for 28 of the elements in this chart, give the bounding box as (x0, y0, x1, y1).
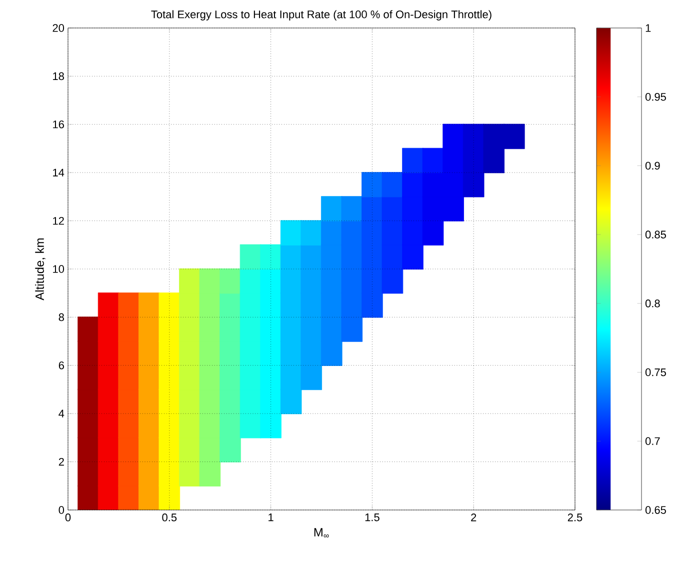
x-tick-label: 1 (268, 514, 274, 522)
color-bar-label: 0.65 (645, 506, 666, 514)
y-tick-label: 6 (58, 362, 64, 370)
y-tick-label: 10 (53, 265, 64, 273)
y-tick-label: 2 (58, 458, 64, 466)
x-tick-label: 0 (65, 514, 71, 522)
y-tick-label: 18 (53, 72, 64, 80)
x-tick-label: 2.5 (568, 514, 582, 522)
color-bar-label: 0.85 (645, 230, 666, 238)
y-tick-label: 16 (53, 120, 64, 128)
y-tick-label: 14 (53, 168, 64, 176)
color-bar-label: 0.9 (645, 162, 660, 170)
y-tick-label: 0 (58, 506, 64, 514)
y-tick-label: 4 (58, 410, 64, 418)
color-bar-label: 0.8 (645, 300, 660, 308)
y-tick-label: 20 (52, 24, 64, 32)
color-bar-label: 0.75 (645, 368, 666, 376)
x-tick-label: 2 (471, 514, 476, 522)
color-bar-label: 0.95 (645, 92, 666, 101)
color-bar-label: 1 (646, 24, 651, 32)
y-tick-label: 12 (53, 216, 64, 225)
x-tick-label: 0.5 (162, 514, 177, 522)
chart-title: Total Exergy Loss to Heat Input Rate (at 100 % of On-Design Throttle) (151, 10, 492, 20)
x-tick-label: 1.5 (365, 514, 380, 522)
x-axis-title: M$_{∞}$ (314, 528, 329, 538)
color-bar-label: 0.7 (645, 437, 660, 446)
y-axis-title: Altitude, km (35, 238, 46, 300)
y-tick-label: 8 (58, 313, 64, 322)
